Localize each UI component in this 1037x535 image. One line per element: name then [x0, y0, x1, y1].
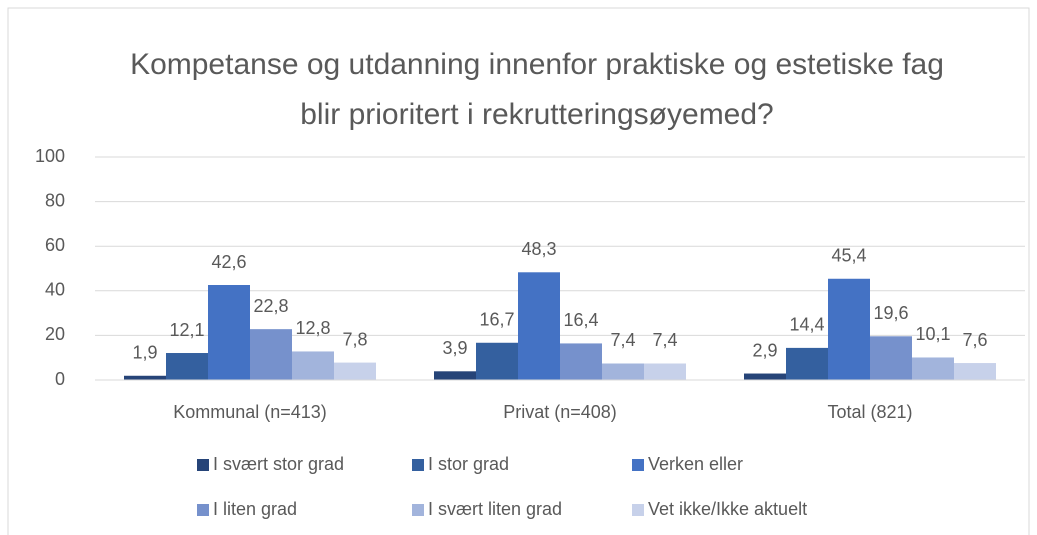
data-label: 12,8: [295, 318, 330, 338]
y-tick-label: 100: [35, 146, 65, 166]
legend-label: Vet ikke/Ikke aktuelt: [648, 499, 807, 519]
data-label: 7,8: [342, 329, 367, 349]
bar: [954, 363, 996, 380]
data-label: 45,4: [831, 246, 866, 266]
data-label: 1,9: [132, 343, 157, 363]
legend-swatch: [197, 504, 209, 516]
chart-border: [7, 7, 1030, 535]
legend-label: I liten grad: [213, 499, 297, 519]
legend-swatch: [632, 459, 644, 471]
bar: [912, 357, 954, 380]
data-label: 7,4: [610, 330, 635, 350]
x-tick-label: Kommunal (n=413): [173, 402, 327, 422]
legend-swatch: [197, 459, 209, 471]
y-tick-label: 80: [45, 190, 65, 210]
data-label: 48,3: [521, 239, 556, 259]
bar: [744, 373, 786, 380]
data-label: 7,4: [652, 330, 677, 350]
data-label: 10,1: [915, 324, 950, 344]
data-label: 7,6: [962, 330, 987, 350]
bar: [560, 343, 602, 380]
bar: [518, 272, 560, 380]
bar: [434, 371, 476, 380]
bar: [870, 336, 912, 380]
data-label: 22,8: [253, 296, 288, 316]
data-label: 16,4: [563, 310, 598, 330]
bar: [166, 353, 208, 380]
legend-swatch: [412, 459, 424, 471]
data-label: 12,1: [169, 320, 204, 340]
data-label: 3,9: [442, 338, 467, 358]
data-label: 2,9: [752, 340, 777, 360]
legend-label: Verken eller: [648, 454, 743, 474]
chart-title: Kompetanse og utdanning innenfor praktis…: [130, 48, 944, 131]
data-label: 16,7: [479, 310, 514, 330]
bar: [476, 342, 518, 380]
y-tick-label: 40: [45, 280, 65, 300]
bar: [124, 375, 166, 380]
legend-label: I svært liten grad: [428, 499, 562, 519]
y-tick-label: 60: [45, 235, 65, 255]
y-tick-label: 20: [45, 324, 65, 344]
data-label: 19,6: [873, 303, 908, 323]
data-label: 14,4: [789, 315, 824, 335]
legend-swatch: [412, 504, 424, 516]
x-tick-label: Privat (n=408): [503, 402, 617, 422]
bar: [602, 363, 644, 380]
bar: [334, 362, 376, 380]
data-label: 42,6: [211, 252, 246, 272]
bar: [292, 351, 334, 380]
bar: [828, 278, 870, 380]
bar: [208, 285, 250, 380]
legend-swatch: [632, 504, 644, 516]
legend-label: I svært stor grad: [213, 454, 344, 474]
bar: [786, 347, 828, 380]
x-tick-label: Total (821): [827, 402, 912, 422]
bar: [250, 329, 292, 380]
bar: [644, 363, 686, 380]
y-tick-label: 0: [55, 369, 65, 389]
legend-label: I stor grad: [428, 454, 509, 474]
